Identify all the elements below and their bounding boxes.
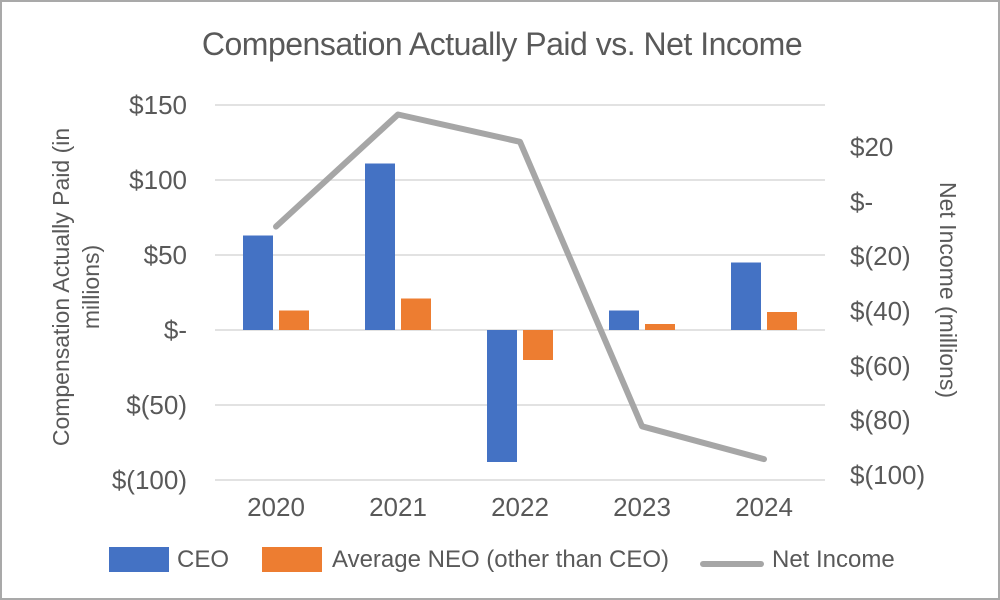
x-axis-label: 2023 (613, 492, 671, 522)
ceo-bar-2022 (487, 330, 517, 462)
right-axis-tick-label: $(40) (850, 295, 911, 326)
ceo-bar-2020 (243, 235, 273, 330)
legend-swatch-neo (262, 547, 322, 572)
neo-bar-2023 (645, 324, 675, 330)
legend-swatch-ceo (109, 547, 169, 572)
legend-swatch-net-income-line (700, 561, 764, 567)
neo-bar-2024 (767, 312, 797, 330)
left-axis-tick-label: $- (163, 314, 187, 345)
x-axis-label: 2024 (735, 492, 793, 522)
right-axis-tick-label: $- (850, 186, 874, 217)
right-axis-tick-label: $(60) (850, 350, 911, 381)
neo-bar-2020 (279, 310, 309, 330)
plot-area (215, 104, 825, 481)
legend-label-net-income: Net Income (772, 546, 895, 573)
left-axis-tick-label: $50 (143, 239, 187, 270)
right-axis-tick-label: $(80) (850, 405, 911, 436)
x-axis-label: 2020 (247, 492, 305, 522)
left-axis-tick-label: $(100) (111, 464, 187, 495)
left-axis-tick-label: $150 (129, 89, 187, 120)
ceo-bar-2021 (365, 163, 395, 330)
chart-title: Compensation Actually Paid vs. Net Incom… (201, 26, 803, 62)
left-axis-tick-label: $(50) (126, 389, 187, 420)
ceo-bar-2024 (731, 262, 761, 330)
neo-bar-2022 (523, 330, 553, 360)
left-axis-tick-label: $100 (129, 164, 187, 195)
x-axis-label: 2021 (369, 492, 427, 522)
net-income-line (273, 111, 767, 463)
x-axis-label: 2022 (491, 492, 549, 522)
right-axis-tick-label: $20 (850, 131, 894, 162)
left-axis-title: Compensation Actually Paid (in millions) (48, 127, 104, 447)
right-axis-tick-label: $(100) (850, 460, 926, 490)
right-axis-title: Net Income (millions) (935, 182, 961, 398)
legend-label-ceo: CEO (177, 546, 230, 573)
neo-bar-2021 (401, 298, 431, 330)
legend-label-neo: Average NEO (other than CEO) (332, 546, 670, 573)
right-axis-tick-label: $(20) (850, 241, 911, 272)
ceo-bar-2023 (609, 310, 639, 330)
